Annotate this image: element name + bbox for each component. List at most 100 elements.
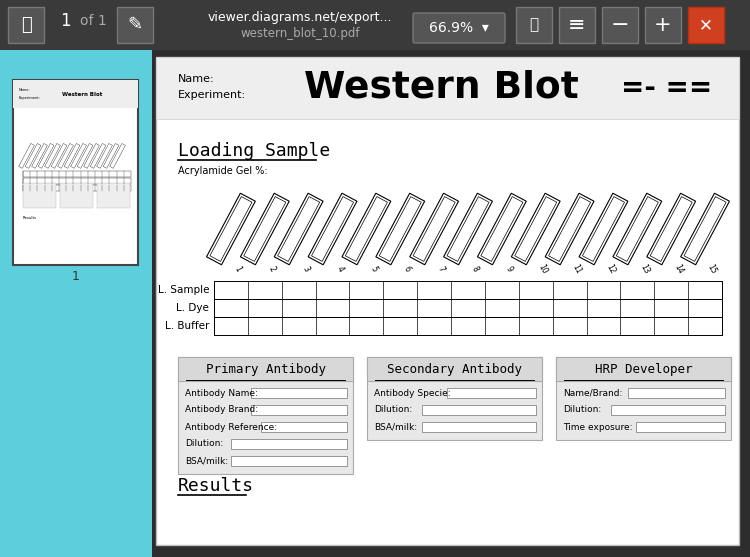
- Bar: [628, 388, 725, 398]
- Bar: [97, 144, 112, 168]
- Bar: [206, 193, 255, 265]
- Bar: [51, 144, 67, 168]
- Bar: [516, 7, 552, 43]
- Text: Name:: Name:: [19, 88, 31, 92]
- Text: 10: 10: [536, 263, 549, 275]
- Bar: [8, 7, 44, 43]
- Text: 2: 2: [267, 265, 277, 273]
- Bar: [23, 178, 131, 184]
- Bar: [681, 193, 730, 265]
- Text: 13: 13: [638, 263, 650, 275]
- Text: Western Blot: Western Blot: [62, 91, 102, 96]
- Text: HRP Developer: HRP Developer: [595, 363, 692, 375]
- Text: 🔍: 🔍: [530, 17, 538, 32]
- Bar: [376, 193, 424, 265]
- Bar: [214, 281, 722, 299]
- Bar: [244, 197, 286, 261]
- Bar: [231, 456, 347, 466]
- Text: 11: 11: [571, 263, 583, 275]
- Bar: [77, 144, 93, 168]
- Text: 3: 3: [301, 265, 310, 273]
- Bar: [156, 57, 739, 545]
- Text: Loading Sample: Loading Sample: [178, 142, 330, 160]
- Bar: [214, 299, 722, 317]
- Bar: [413, 197, 455, 261]
- Bar: [45, 144, 61, 168]
- Bar: [380, 197, 422, 261]
- Bar: [60, 183, 93, 208]
- Text: ≡: ≡: [568, 15, 586, 35]
- Text: 14: 14: [672, 263, 685, 275]
- Bar: [214, 317, 722, 335]
- Bar: [645, 7, 681, 43]
- Bar: [90, 144, 106, 168]
- Bar: [650, 197, 692, 261]
- Text: Dilution:: Dilution:: [374, 405, 413, 414]
- Bar: [84, 144, 100, 168]
- Bar: [23, 171, 131, 177]
- Bar: [13, 80, 138, 265]
- Bar: [422, 405, 536, 415]
- Text: Time exposure:: Time exposure:: [563, 423, 632, 432]
- Text: Antibody Brand:: Antibody Brand:: [185, 405, 258, 414]
- Text: 4: 4: [334, 265, 345, 273]
- Text: Secondary Antibody: Secondary Antibody: [387, 363, 522, 375]
- Bar: [97, 183, 130, 208]
- Text: −: −: [610, 15, 629, 35]
- Bar: [210, 197, 252, 261]
- Bar: [646, 193, 695, 265]
- Text: western_blot_10.pdf: western_blot_10.pdf: [240, 27, 360, 41]
- Bar: [512, 193, 560, 265]
- Text: of 1: of 1: [80, 14, 106, 28]
- Bar: [23, 185, 131, 191]
- Text: 1: 1: [71, 271, 80, 284]
- Bar: [545, 193, 594, 265]
- Bar: [583, 197, 625, 261]
- Bar: [613, 193, 662, 265]
- Bar: [367, 357, 542, 440]
- Bar: [58, 144, 74, 168]
- Bar: [636, 422, 725, 432]
- Bar: [26, 144, 41, 168]
- Bar: [422, 422, 536, 432]
- Bar: [261, 422, 347, 432]
- Text: Experiment:: Experiment:: [178, 90, 246, 100]
- Text: Acrylamide Gel %:: Acrylamide Gel %:: [178, 166, 268, 176]
- Bar: [251, 405, 347, 415]
- Text: Results: Results: [178, 477, 254, 495]
- Text: ✎: ✎: [128, 16, 142, 34]
- Bar: [278, 197, 320, 261]
- Text: ✕: ✕: [699, 16, 713, 34]
- Bar: [178, 357, 353, 474]
- Text: ⎕: ⎕: [21, 16, 32, 34]
- Bar: [251, 388, 347, 398]
- Bar: [481, 197, 523, 261]
- Bar: [231, 439, 347, 449]
- Bar: [346, 197, 388, 261]
- Bar: [0, 50, 152, 557]
- Text: 15: 15: [706, 263, 718, 275]
- Text: Antibody Reference:: Antibody Reference:: [185, 423, 278, 432]
- Text: 8: 8: [470, 265, 480, 273]
- Text: 66.9%  ▾: 66.9% ▾: [429, 21, 489, 35]
- Text: 1: 1: [60, 12, 70, 30]
- Bar: [274, 193, 323, 265]
- Bar: [32, 144, 47, 168]
- Bar: [579, 193, 628, 265]
- Bar: [311, 197, 353, 261]
- Text: =- ==: =- ==: [621, 74, 712, 102]
- Text: BSA/milk:: BSA/milk:: [374, 423, 417, 432]
- Text: L. Sample: L. Sample: [158, 285, 209, 295]
- Text: Experiment:: Experiment:: [19, 96, 40, 100]
- Bar: [556, 357, 731, 440]
- Text: viewer.diagrams.net/export...: viewer.diagrams.net/export...: [208, 11, 392, 23]
- Bar: [611, 405, 725, 415]
- Text: L. Buffer: L. Buffer: [165, 321, 209, 331]
- Text: L. Dye: L. Dye: [176, 303, 209, 313]
- Bar: [410, 193, 458, 265]
- Bar: [688, 7, 724, 43]
- Bar: [241, 193, 290, 265]
- Bar: [342, 193, 391, 265]
- Bar: [19, 144, 34, 168]
- Text: +: +: [654, 15, 672, 35]
